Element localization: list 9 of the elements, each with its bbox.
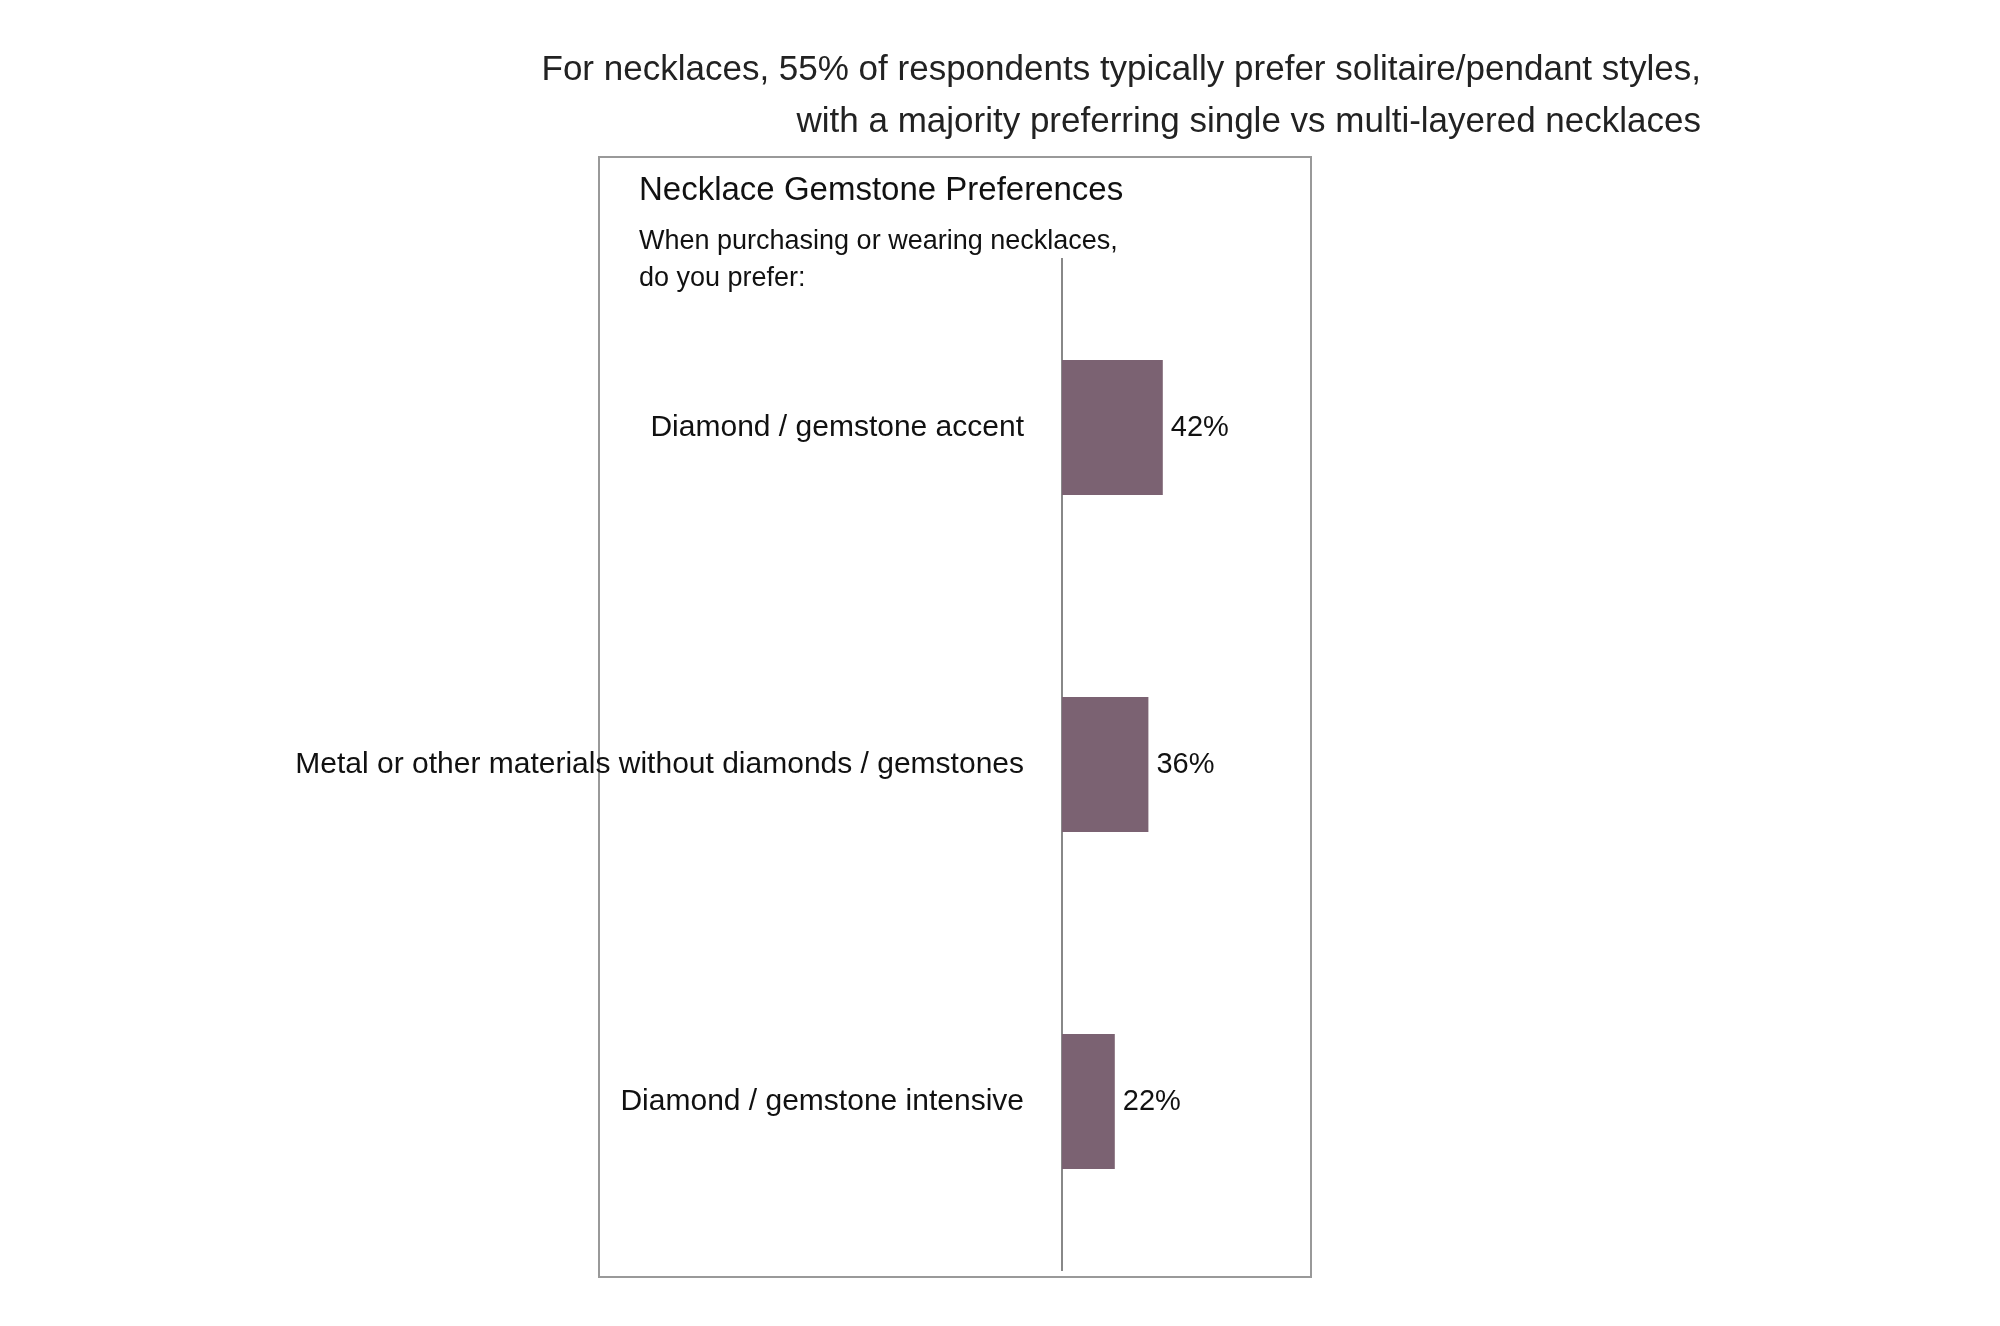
data-label: 22% [1122,1083,1181,1116]
data-label: 36% [1156,746,1215,779]
chart-title: For necklaces, 55% of respondents typically prefer solitaire/pendant styles, with a majority preferring single vs multi-layered necklaces [541,47,1701,141]
y-tick-label: Metal or other materials without diamonds / gemstones [295,745,1024,779]
chart-subtitle: Necklace Gemstone Preferences [639,170,1124,208]
data-label: 42% [1170,409,1229,442]
y-tick-label: Diamond / gemstone accent [650,408,1025,442]
y-tick-label: Diamond / gemstone intensive [620,1082,1024,1116]
annotation: When purchasing or wearing necklaces, do you prefer: [639,224,1118,294]
